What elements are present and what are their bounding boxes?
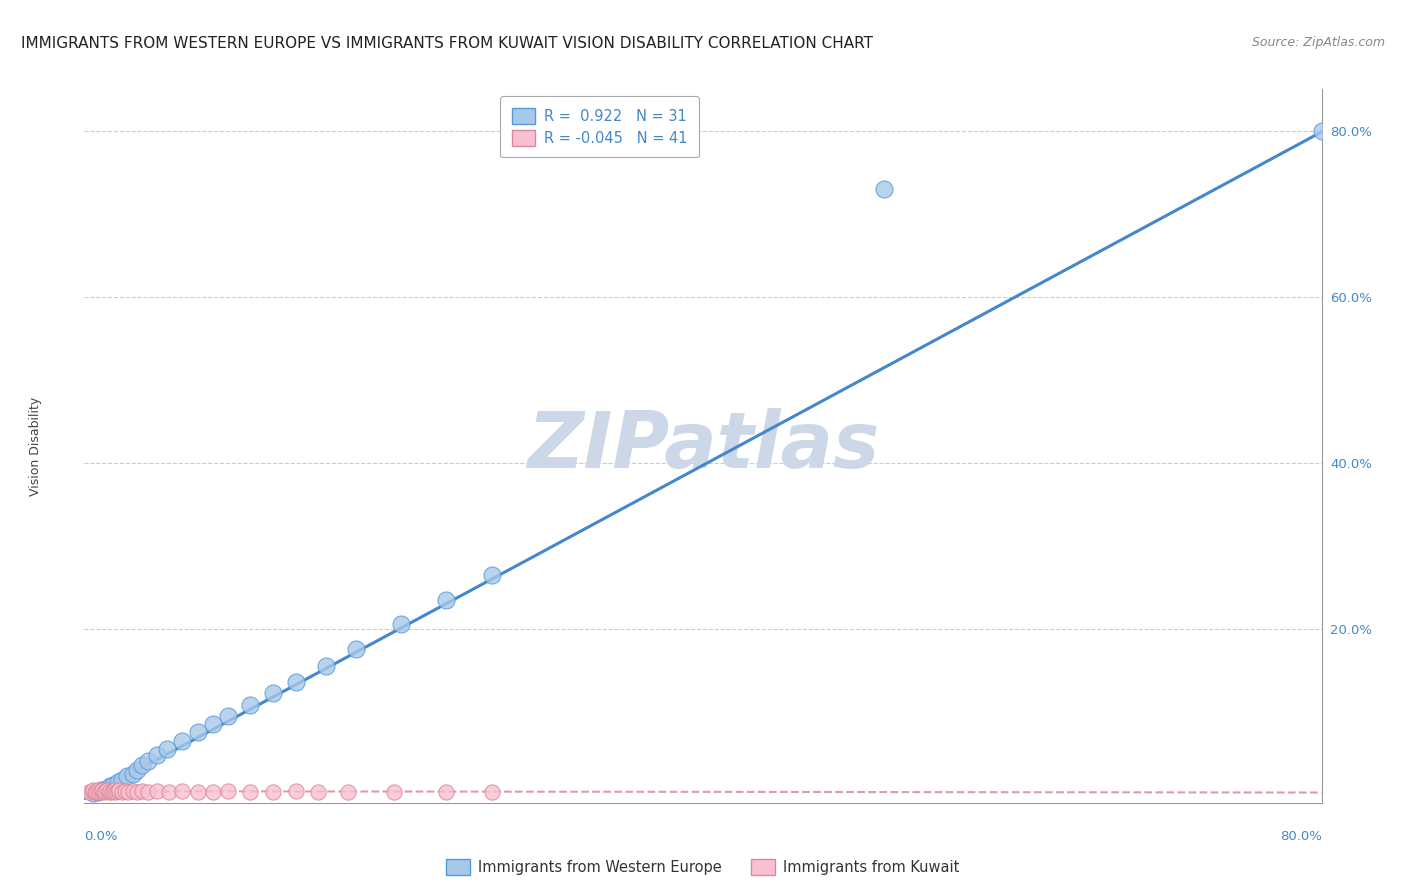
Point (94, 784, 117, 798)
Text: 80.0%: 80.0% (1279, 830, 1322, 843)
Point (172, 784, 194, 798)
Point (97, 785, 120, 799)
Point (96, 783, 118, 797)
Point (146, 747, 169, 762)
Point (89, 784, 111, 798)
Point (111, 772, 134, 787)
Point (201, 717, 224, 731)
Point (307, 785, 329, 799)
Point (131, 784, 153, 798)
Point (121, 784, 143, 798)
Point (90, 784, 112, 798)
Point (77, 785, 100, 799)
Point (87, 785, 110, 799)
Point (100, 785, 122, 799)
Point (186, 725, 208, 739)
Point (111, 785, 134, 799)
Point (96, 781, 118, 796)
Text: ZIPatlas: ZIPatlas (527, 408, 879, 484)
Text: Vision Disability: Vision Disability (28, 396, 42, 496)
Point (98, 779, 121, 793)
Point (481, 567, 503, 582)
Point (127, 763, 149, 777)
Point (101, 784, 124, 798)
Point (82, 783, 104, 797)
Point (481, 785, 503, 799)
Point (239, 698, 262, 712)
Point (873, 182, 896, 196)
Point (262, 686, 284, 700)
Point (284, 674, 307, 689)
Point (146, 784, 169, 798)
Point (201, 785, 224, 799)
Point (136, 785, 159, 799)
Point (107, 775, 129, 789)
Point (93, 785, 115, 799)
Point (186, 785, 208, 799)
Point (262, 785, 284, 799)
Point (93, 782, 115, 797)
Point (121, 766, 143, 780)
Point (103, 783, 125, 797)
Point (86, 784, 108, 798)
Point (389, 617, 412, 632)
Legend: Immigrants from Western Europe, Immigrants from Kuwait: Immigrants from Western Europe, Immigran… (440, 854, 966, 881)
Point (80, 784, 103, 798)
Point (217, 784, 239, 798)
Point (315, 659, 337, 673)
Point (127, 785, 149, 799)
Point (217, 708, 239, 723)
Point (1310, 124, 1333, 138)
Point (90, 783, 112, 797)
Point (157, 785, 180, 799)
Text: 0.0%: 0.0% (84, 830, 118, 843)
Point (131, 758, 153, 772)
Point (108, 783, 131, 797)
Point (98, 784, 121, 798)
Point (344, 642, 367, 657)
Point (89, 785, 111, 799)
Point (436, 785, 458, 799)
Point (84, 785, 107, 799)
Point (382, 785, 405, 799)
Point (87, 783, 110, 797)
Point (156, 742, 179, 756)
Point (284, 784, 307, 798)
Point (337, 785, 360, 799)
Text: Source: ZipAtlas.com: Source: ZipAtlas.com (1251, 36, 1385, 49)
Point (117, 785, 139, 799)
Point (239, 785, 262, 799)
Point (436, 592, 458, 607)
Point (82, 786, 104, 800)
Point (115, 769, 138, 783)
Point (101, 778, 124, 792)
Point (91, 783, 114, 797)
Point (114, 784, 136, 798)
Point (107, 784, 129, 798)
Point (136, 754, 159, 768)
Text: IMMIGRANTS FROM WESTERN EUROPE VS IMMIGRANTS FROM KUWAIT VISION DISABILITY CORRE: IMMIGRANTS FROM WESTERN EUROPE VS IMMIGR… (21, 36, 873, 51)
Point (172, 733, 194, 747)
Point (105, 785, 128, 799)
